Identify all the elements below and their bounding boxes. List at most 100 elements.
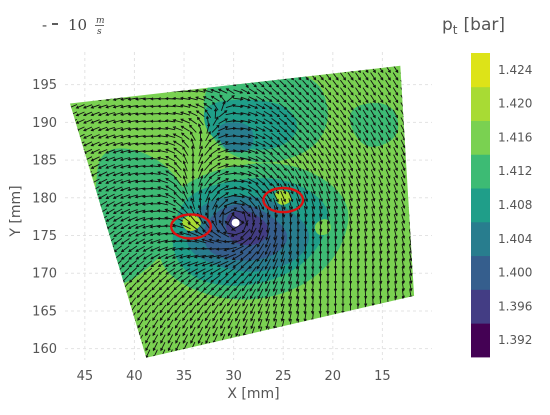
velocity-arrow [363, 154, 369, 164]
velocity-arrow [145, 334, 151, 344]
velocity-arrow [142, 74, 153, 79]
velocity-arrow [122, 327, 129, 336]
x-tick-label: 30 [225, 369, 242, 384]
velocity-arrow [393, 214, 398, 224]
velocity-arrow [302, 139, 310, 149]
velocity-arrow [157, 74, 168, 79]
velocity-arrow [311, 341, 315, 352]
velocity-arrow [378, 161, 383, 172]
velocity-arrow [135, 67, 145, 71]
velocity-arrow [279, 95, 288, 103]
velocity-arrow [401, 311, 405, 322]
velocity-arrow [75, 96, 85, 102]
velocity-arrow [295, 191, 301, 203]
velocity-arrow [408, 191, 413, 202]
velocity-arrow [371, 191, 376, 202]
velocity-arrow [76, 215, 85, 223]
velocity-arrow [75, 171, 85, 177]
velocity-arrow [378, 341, 383, 352]
velocity-arrow [197, 319, 204, 329]
velocity-arrow [347, 117, 354, 126]
velocity-arrow [120, 112, 130, 116]
velocity-arrow [127, 179, 138, 184]
velocity-arrow [197, 311, 204, 322]
velocity-arrow [347, 146, 354, 157]
velocity-arrow [407, 102, 414, 111]
velocity-arrow [309, 109, 317, 119]
velocity-arrow [243, 349, 248, 358]
velocity-arrow [235, 304, 241, 315]
velocity-arrow [295, 341, 300, 352]
velocity-arrow [120, 223, 130, 230]
velocity-arrow [152, 304, 159, 314]
velocity-arrow [231, 195, 246, 199]
velocity-arrow [392, 109, 399, 119]
velocity-arrow [301, 124, 310, 134]
velocity-arrow [205, 334, 211, 344]
velocity-arrow [143, 275, 152, 283]
velocity-arrow [217, 274, 228, 283]
velocity-arrow [370, 176, 376, 187]
velocity-arrow [157, 163, 168, 169]
velocity-arrow [210, 155, 221, 163]
velocity-arrow [120, 245, 130, 253]
velocity-arrow [407, 79, 414, 89]
velocity-arrow [240, 96, 251, 102]
velocity-arrow [172, 74, 183, 78]
velocity-arrow [264, 88, 273, 95]
velocity-arrow [348, 311, 353, 322]
velocity-arrow [393, 199, 398, 210]
velocity-arrow [241, 274, 250, 284]
velocity-arrow [377, 87, 384, 96]
velocity-arrow [187, 89, 198, 93]
velocity-arrow [311, 198, 316, 210]
velocity-arrow [265, 303, 271, 315]
velocity-arrow [379, 311, 383, 322]
velocity-arrow [76, 208, 85, 215]
velocity-arrow [286, 147, 295, 156]
velocity-arrow [167, 319, 174, 329]
velocity-arrow [302, 161, 309, 172]
velocity-arrow [166, 297, 174, 306]
velocity-arrow [280, 296, 285, 307]
velocity-arrow [340, 176, 346, 187]
velocity-arrow [355, 139, 361, 149]
velocity-arrow [273, 227, 277, 241]
velocity-arrow [76, 252, 84, 261]
velocity-arrow [294, 102, 302, 111]
velocity-arrow [127, 216, 138, 222]
velocity-arrow [122, 312, 129, 321]
velocity-arrow [175, 349, 181, 358]
velocity-arrow [76, 222, 85, 230]
velocity-arrow [401, 214, 406, 225]
velocity-arrow [217, 192, 229, 201]
velocity-arrow [400, 147, 406, 157]
velocity-arrow [401, 341, 405, 352]
velocity-arrow [302, 132, 310, 141]
velocity-arrow [100, 349, 106, 358]
velocity-arrow [333, 169, 339, 180]
velocity-arrow [112, 156, 123, 162]
velocity-arrow [90, 119, 100, 124]
velocity-arrow [119, 149, 131, 154]
velocity-arrow [325, 154, 331, 164]
velocity-arrow [401, 319, 405, 330]
velocity-arrow [265, 296, 271, 307]
velocity-arrow [156, 239, 169, 244]
velocity-arrow [334, 213, 338, 225]
velocity-arrow [371, 349, 375, 358]
velocity-arrow [379, 244, 383, 255]
velocity-arrow [255, 126, 266, 132]
velocity-arrow [70, 245, 77, 253]
velocity-arrow [90, 141, 100, 147]
velocity-arrow [75, 178, 85, 185]
velocity-arrow [271, 95, 280, 103]
velocity-arrow [242, 296, 249, 307]
velocity-arrow [401, 244, 406, 254]
velocity-arrow [91, 252, 100, 261]
velocity-arrow [202, 96, 213, 102]
velocity-arrow [92, 327, 99, 336]
colorbar-tick-label: 1.420 [498, 97, 532, 111]
velocity-arrow [310, 169, 316, 180]
velocity-arrow [401, 334, 405, 345]
